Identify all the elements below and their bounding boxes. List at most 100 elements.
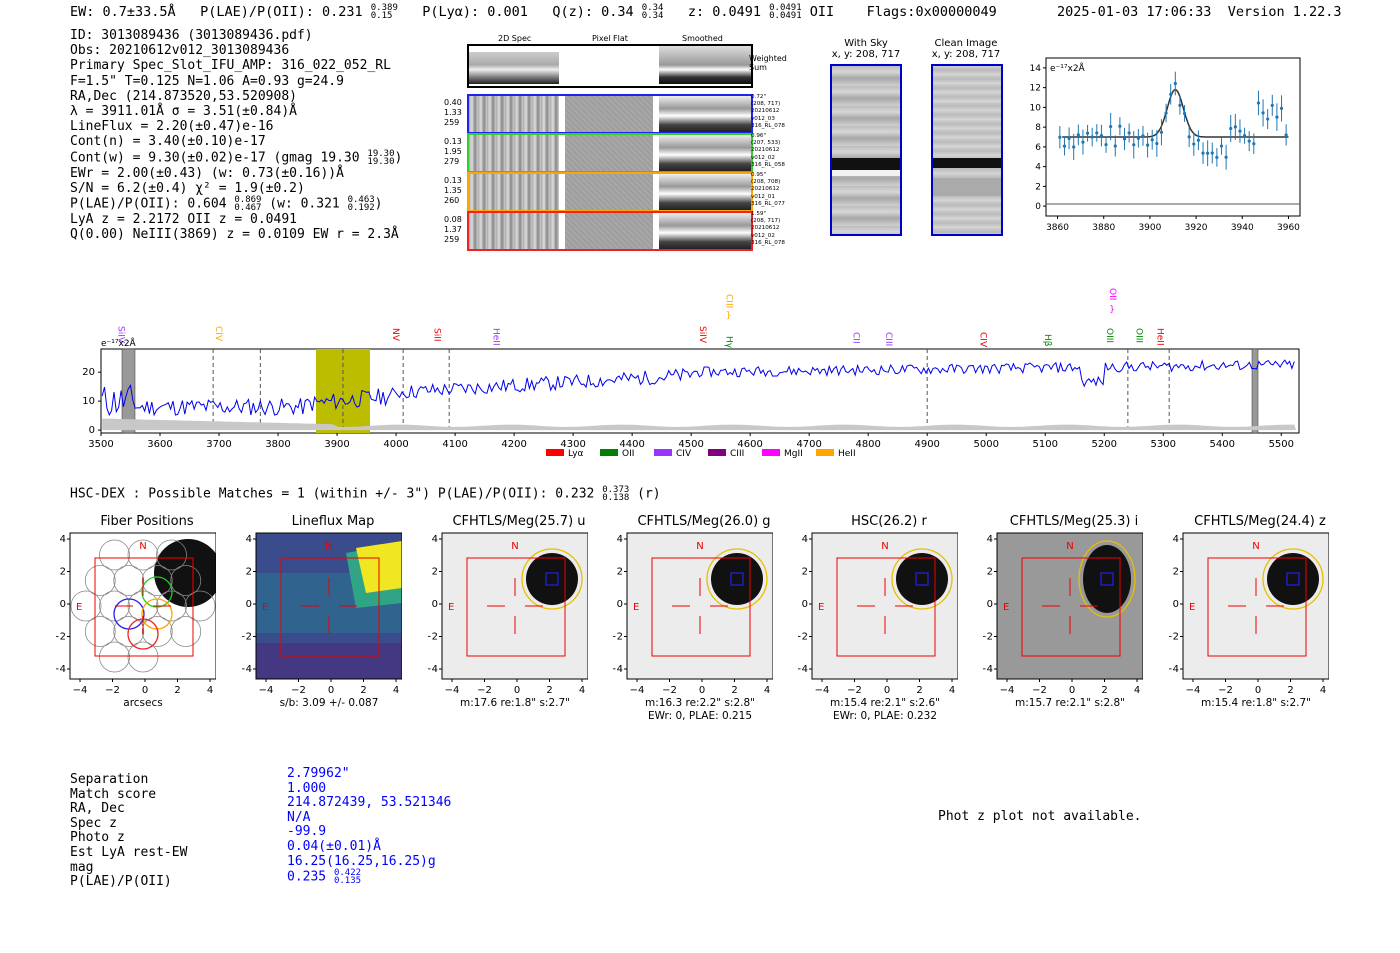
header-right: 2025-01-03 17:06:33 Version 1.22.3 — [1057, 4, 1342, 20]
info-params: F=1.5" T=0.125 N=1.06 A=0.93 g=24.9 — [70, 73, 344, 89]
mini-data-point — [1196, 138, 1200, 142]
matches-tail: (r) — [637, 486, 661, 502]
fiber-circle — [141, 565, 173, 596]
emission-line-label: OIII — [1134, 328, 1144, 343]
cutout-x-tick-label: −4 — [445, 685, 460, 696]
fiber-meta-line: 20210612 — [751, 186, 780, 193]
match-box — [1286, 572, 1300, 586]
info-ewr: EWr = 2.00(±0.43) (w: 0.73(±0.16))Å — [70, 165, 344, 181]
aperture-box — [1021, 557, 1121, 657]
emission-line-label: CIV — [213, 326, 223, 342]
full-x-tick-label: 4500 — [678, 439, 703, 450]
info-plae-range: 0.869 0.467 — [234, 196, 261, 213]
clean-image — [931, 64, 1003, 236]
fiber-circle — [99, 641, 130, 673]
emission-line-label: OII — [1107, 288, 1117, 300]
header-z-lo: 0.0491 — [769, 11, 802, 21]
fiber-stat: 1.35 — [444, 186, 462, 195]
matches-text: HSC-DEX : Possible Matches = 1 (within +… — [70, 486, 595, 502]
header-plya: P(Lyα): 0.001 — [422, 4, 528, 20]
east-label: E — [818, 602, 824, 613]
cutout-x-tick-label: −2 — [847, 685, 862, 696]
cutout-y-tick-label: −2 — [798, 632, 808, 643]
cutout-title: Fiber Positions — [100, 514, 194, 529]
cutout-y-tick-label: 2 — [1173, 567, 1179, 578]
masked-band-right — [1251, 348, 1259, 434]
cutout-y-tick-label: −2 — [242, 632, 252, 643]
clean-image-gray-band — [933, 178, 1001, 196]
mini-data-point — [1261, 111, 1265, 115]
mini-data-point — [1229, 126, 1233, 131]
fiber-row-meta: 1.59" (208, 717) 20210612 v012_02 316_RL_078 — [751, 211, 785, 247]
fiber-row-meta: 0.95" (208, 708) 20210612 v012_01 316_RL_077 — [751, 172, 785, 208]
emission-line-label: Hβ — [1042, 334, 1052, 347]
mini-data-point — [1104, 143, 1108, 147]
mini-data-point — [1173, 81, 1177, 86]
emission-line-label: HeII — [490, 328, 500, 346]
mini-data-point — [1146, 143, 1150, 147]
cutout-y-tick-label: −4 — [1169, 664, 1179, 675]
fiber-row-stamps — [467, 211, 753, 251]
clean-image-xy: x, y: 208, 717 — [931, 49, 1001, 60]
header-qz-lo: 0.34 — [641, 11, 664, 21]
header-plae-hi: 0.389 — [370, 3, 398, 13]
info-radec: RA,Dec (214.873520,53.520908) — [70, 88, 297, 104]
fiber-circle — [127, 539, 159, 571]
cutout-caption: m:15.7 re:2.1" s:2.8" — [1015, 697, 1125, 709]
fiber-2d-spec — [469, 135, 559, 171]
info-lya: LyA z = 2.2172 OII z = 0.0491 — [70, 212, 297, 228]
summary-value-match-score: 1.000 — [287, 780, 327, 796]
aperture-box — [280, 557, 380, 657]
line-legend: Lyα OII CIV CIII MgII HeII — [546, 449, 856, 459]
fiber-pixel-flat — [565, 135, 653, 171]
header-datetime: 2025-01-03 17:06:33 — [1057, 4, 1212, 20]
mini-data-point — [1076, 133, 1080, 137]
mini-data-point — [1058, 135, 1062, 139]
full-y-tick-label: 10 — [82, 396, 95, 407]
fiber-circle — [141, 616, 173, 647]
emission-line-label: Hγ — [724, 336, 734, 349]
mini-y-tick-label: 0 — [1035, 202, 1041, 212]
col-title-pixel-flat: Pixel Flat — [592, 34, 628, 43]
fiber-smoothed — [659, 213, 751, 249]
source-ellipse — [1078, 540, 1136, 618]
fiber-meta-line: 316_RL_077 — [751, 200, 785, 207]
header-ew: EW: 0.7±33.5Å — [70, 4, 176, 20]
fiber-2d-spec — [469, 213, 559, 249]
info-plae-w-hi: 0.463 — [347, 195, 375, 206]
match-box — [545, 572, 559, 586]
mini-data-point — [1118, 124, 1122, 128]
mini-data-point — [1095, 131, 1099, 135]
cutout-caption-2: EWr: 0, PLAE: 0.215 — [647, 710, 753, 722]
with-sky-title: With Sky x, y: 208, 717 — [830, 38, 902, 60]
info-contw-range: 19.30 19.30 — [367, 149, 394, 166]
cutout-y-tick-label: 4 — [1173, 534, 1179, 545]
full-y-ticks: 0 10 20 — [82, 367, 101, 436]
cutout-y-tick-label: −4 — [428, 664, 438, 675]
info-lambda: λ = 3911.01Å σ = 3.51(±0.84)Å — [70, 104, 297, 120]
mini-data-point — [1210, 151, 1214, 155]
cutout-y-tick-label: −4 — [242, 664, 252, 675]
summary-value-mag: 16.25(16.25,16.25)g — [287, 853, 436, 869]
mini-data-point — [1233, 125, 1237, 129]
fiber-pixel-flat — [565, 96, 653, 132]
summary-value-specz: N/A — [287, 809, 311, 825]
full-x-tick-label: 5200 — [1092, 439, 1117, 450]
info-plae: P(LAE)/P(OII): 0.604 0.869 0.467 (w: 0.32… — [70, 195, 383, 214]
cutout-frame — [811, 532, 958, 680]
with-sky-dark-band — [832, 158, 900, 170]
header-z-line: OII — [809, 4, 835, 20]
cutout-x-tick-label: −4 — [630, 685, 645, 696]
emission-line-brace: } — [1109, 305, 1115, 315]
cutout-x-tick-label: 0 — [699, 685, 705, 696]
emission-line-label: SiIV — [697, 326, 707, 344]
mini-data-point — [1224, 155, 1228, 159]
fiber-circle-green — [141, 576, 173, 608]
fiber-stat: 0.08 — [444, 215, 462, 224]
cutout-x-tick-label: 4 — [1320, 685, 1326, 696]
east-label: E — [76, 602, 82, 613]
mini-data-point — [1099, 133, 1104, 138]
mini-data-point — [1201, 151, 1205, 155]
mini-spectrum-plot: e⁻¹⁷x2Å 0 2 4 6 8 10 12 14 3860 3880 3900 3920 3940… — [1030, 57, 1301, 233]
fiber-smoothed — [659, 174, 751, 210]
